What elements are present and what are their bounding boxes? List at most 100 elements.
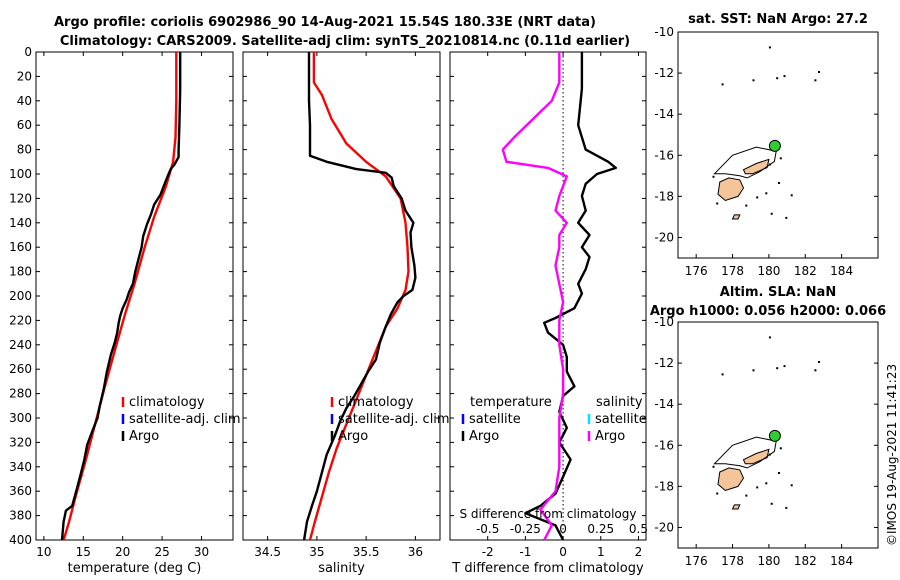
sla_map-xtick-label: 176 [685,554,708,568]
sla_map-ytick-label: -20 [654,520,674,534]
temperature-axes-box [35,51,234,541]
salinity-series-climatology [308,52,410,541]
salinity-series-argo [302,52,417,541]
island-vanua-levu [742,158,770,175]
sst_map-xtick-label: 176 [685,264,708,278]
depth-tick-label: 140 [9,216,32,230]
islet [783,365,786,368]
islet [768,46,771,49]
sst_map-xtick-label: 180 [757,264,780,278]
sst_map-ytick-label: -16 [654,148,674,162]
salinity-legend-label: climatology [338,395,414,410]
difference-xlabel: T difference from climatology [451,561,644,576]
sla_map-ytick-label: -12 [654,356,674,370]
depth-tick-label: 400 [9,533,32,547]
reef-outline [713,146,777,179]
difference-salinity-legend-label: satellite [595,412,647,427]
islet [814,79,817,82]
sst_map-xtick-label: 184 [830,264,853,278]
depth-tick-label: 20 [17,69,32,83]
islet [778,182,780,184]
difference-temperature-legend-label: Argo [469,429,499,444]
islet [785,506,788,509]
island-kadavu [731,214,741,220]
difference-temperature-legend-label: satellite [469,412,521,427]
temperature-xtick-label: 30 [194,545,209,559]
sst_map-xtick-label: 178 [721,264,744,278]
islet [768,163,771,166]
sla_map-title-2: Argo h1000: 0.056 h2000: 0.066 [650,304,886,319]
depth-tick-label: 380 [9,509,32,523]
islet [721,373,724,376]
sla_map-ytick-label: -10 [654,315,674,329]
difference-s-tick-label: 0.25 [587,522,614,536]
depth-tick-label: 280 [9,387,32,401]
title-line-1: Argo profile: coriolis 6902986_90 14-Aug… [54,15,596,30]
salinity-xtick-label: 36 [408,545,423,559]
salinity-axes-box [242,51,441,541]
sla-map-panel: Altim. SLA: NaN Argo h1000: 0.056 h2000: … [650,285,886,568]
islet [765,192,768,195]
islet [818,71,820,73]
temperature-panel: 0 20 40 60 80 100 120 140 160 180 200 220 240 260 280 3… [9,45,241,576]
sla_map-xtick-label: 178 [721,554,744,568]
islet [752,369,755,372]
sst_map-ytick-label: -14 [654,107,674,121]
depth-tick-label: 40 [17,94,32,108]
depth-tick-label: 260 [9,362,32,376]
islet [770,502,773,505]
depth-tick-label: 120 [9,191,32,205]
sst_map-title-1: sat. SST: NaN Argo: 27.2 [688,12,868,27]
temperature-xtick-label: 15 [76,545,91,559]
islet [779,157,782,160]
islet [765,482,768,485]
islet [790,484,793,487]
temperature-legend-label: Argo [129,429,159,444]
difference-salinity-legend-label: Argo [595,429,625,444]
islet [752,79,755,82]
islet [721,83,724,86]
difference-s-tick-label: 0 [559,522,567,536]
salinity-xlabel: salinity [318,561,365,576]
difference-series-t-argo [524,52,617,541]
salinity-legend-label: Argo [338,429,368,444]
sst_map-ytick-label: -12 [654,66,674,80]
sla_map-xtick-label: 184 [830,554,853,568]
salinity-xtick-label: 35.5 [353,545,380,559]
islet [745,204,748,207]
difference-xtick-label: 1 [597,545,605,559]
islet [756,196,759,199]
salinity-xtick-label: 34.5 [254,545,281,559]
depth-tick-label: 220 [9,313,32,327]
temperature-legend-label: satellite-adj. clim [129,412,241,427]
islet [778,472,780,474]
islet [776,77,779,80]
islet [768,453,771,456]
sst_map-ytick-label: -18 [654,189,674,203]
depth-tick-label: 300 [9,411,32,425]
difference-xlabel-top: S difference from climatology [460,507,637,521]
islet [770,212,773,215]
islet [776,367,779,370]
islet [756,486,759,489]
sst-map-panel: sat. SST: NaN Argo: 27.2 -10 -12 -14 -16 -18 -… [654,12,879,278]
islet [785,216,788,219]
depth-tick-label: 60 [17,118,32,132]
reef-outline [713,436,777,469]
difference-axes-box [449,51,647,541]
difference-s-tick-label: -0.25 [510,522,541,536]
sla_map-ytick-label: -18 [654,479,674,493]
difference-s-tick-label: -0.5 [476,522,499,536]
depth-tick-label: 0 [24,45,32,59]
islet [745,494,748,497]
islet [716,492,719,495]
temperature-legend-label: climatology [129,395,205,410]
islet [818,361,820,363]
difference-xtick-label: -2 [482,545,494,559]
islet [779,447,782,450]
difference-panel: -2 -1 0 1 2 T difference from climatology S di… [449,51,648,576]
imos-watermark: ©IMOS 19-Aug-2021 11:41:23 [885,364,899,546]
depth-tick-label: 240 [9,338,32,352]
difference-xtick-label: -1 [519,545,531,559]
sla_map-ytick-label: -16 [654,438,674,452]
